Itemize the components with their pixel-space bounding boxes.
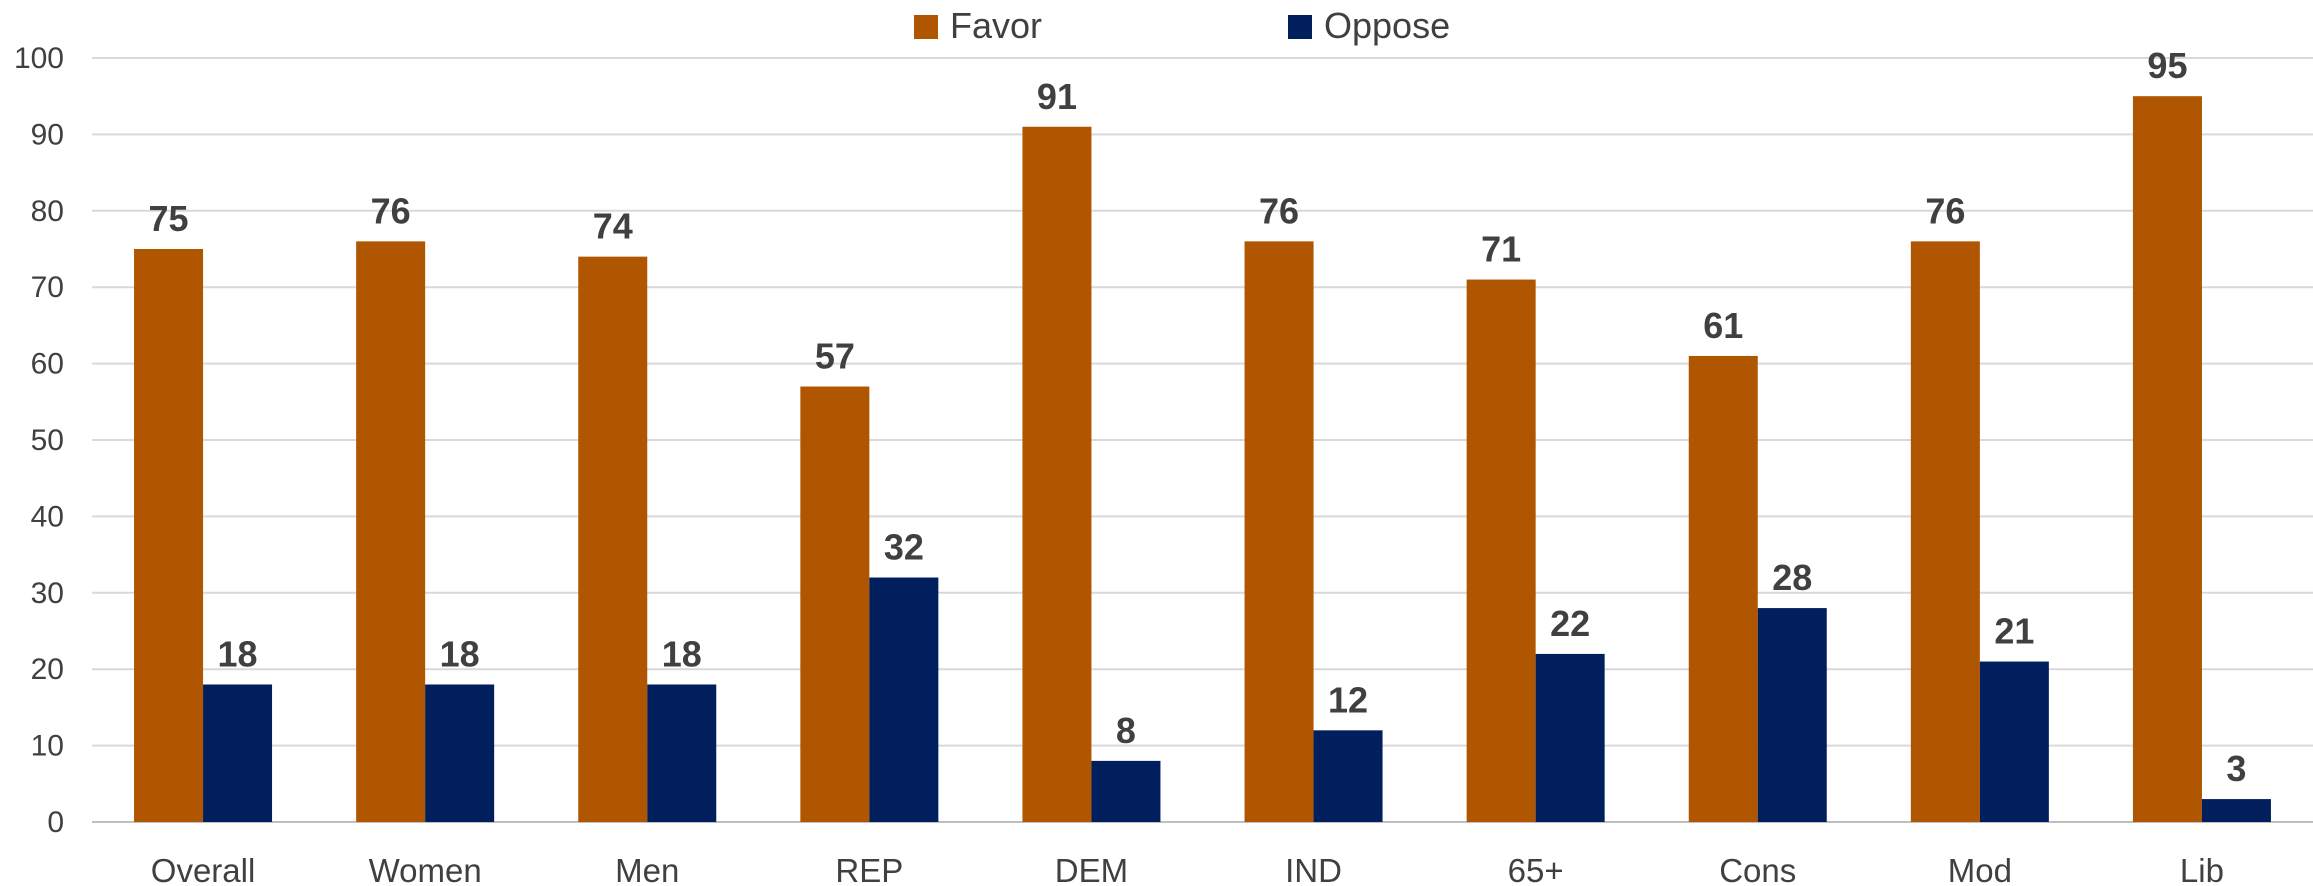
bar-favor-mod [1910, 241, 1980, 823]
x-category-label: Lib [2180, 852, 2224, 886]
data-label-oppose: 3 [2226, 748, 2246, 789]
bar-favor-65 [1466, 279, 1536, 822]
y-tick-label: 40 [31, 500, 64, 533]
data-label-oppose: 8 [1116, 710, 1136, 751]
x-category-label: Mod [1948, 852, 2012, 886]
y-tick-label: 70 [31, 271, 64, 304]
y-tick-label: 0 [47, 806, 64, 839]
data-label-oppose: 32 [884, 527, 924, 568]
bar-oppose-65 [1535, 653, 1605, 822]
legend-label-favor: Favor [950, 5, 1042, 46]
data-label-favor: 76 [1925, 190, 1965, 231]
y-tick-label: 50 [31, 424, 64, 457]
y-tick-label: 20 [31, 653, 64, 686]
bar-oppose-overall [203, 684, 273, 822]
bar-favor-lib [2132, 96, 2202, 822]
x-category-label: Cons [1719, 852, 1796, 886]
data-labels: 75 18 76 18 74 18 57 32 91 8 76 12 71 22 61 28 76 21 95 3 [149, 45, 2247, 789]
data-label-oppose: 18 [218, 633, 258, 674]
data-label-oppose: 28 [1772, 557, 1812, 598]
data-label-favor: 76 [1259, 190, 1299, 231]
x-category-label: 65+ [1508, 852, 1564, 886]
data-label-oppose: 21 [1994, 611, 2034, 652]
bar-favor-men [578, 256, 648, 822]
legend-label-oppose: Oppose [1324, 5, 1450, 46]
bars [134, 96, 2271, 823]
data-label-favor: 61 [1703, 305, 1743, 346]
data-label-oppose: 18 [662, 633, 702, 674]
bar-oppose-dem [1091, 760, 1161, 822]
bar-oppose-mod [1979, 661, 2049, 822]
bar-oppose-ind [1313, 730, 1383, 822]
y-tick-label: 100 [14, 42, 64, 75]
y-axis-ticks: 0 10 20 30 40 50 60 70 80 90 100 [14, 42, 64, 839]
data-label-oppose: 22 [1550, 603, 1590, 644]
data-label-favor: 75 [149, 198, 189, 239]
bar-favor-cons [1688, 355, 1758, 822]
y-tick-label: 60 [31, 348, 64, 381]
bar-favor-ind [1244, 241, 1314, 823]
legend: Favor Oppose [914, 5, 1450, 46]
data-label-favor: 95 [2147, 45, 2187, 86]
data-label-oppose: 18 [440, 633, 480, 674]
bar-oppose-men [647, 684, 717, 822]
x-category-label: REP [835, 852, 903, 886]
x-category-label: Overall [151, 852, 256, 886]
legend-swatch-favor [914, 15, 938, 39]
bar-oppose-cons [1757, 608, 1827, 822]
data-label-oppose: 12 [1328, 679, 1368, 720]
bar-oppose-women [425, 684, 495, 822]
bar-favor-dem [1022, 126, 1092, 822]
data-label-favor: 57 [815, 336, 855, 377]
x-axis-categories: Overall Women Men REP DEM IND 65+ Cons Mod Lib [151, 852, 2224, 886]
y-tick-label: 90 [31, 118, 64, 151]
y-tick-label: 80 [31, 195, 64, 228]
data-label-favor: 76 [371, 190, 411, 231]
data-label-favor: 91 [1037, 76, 1077, 117]
bar-oppose-rep [869, 577, 939, 822]
bar-favor-women [356, 241, 426, 823]
x-category-label: Women [369, 852, 482, 886]
bar-favor-overall [134, 249, 204, 822]
legend-swatch-oppose [1288, 15, 1312, 39]
x-category-label: Men [615, 852, 679, 886]
bar-favor-rep [800, 386, 870, 822]
x-category-label: IND [1285, 852, 1342, 886]
data-label-favor: 71 [1481, 229, 1521, 270]
y-tick-label: 10 [31, 730, 64, 763]
bar-oppose-lib [2201, 799, 2271, 822]
y-tick-label: 30 [31, 577, 64, 610]
x-category-label: DEM [1055, 852, 1128, 886]
data-label-favor: 74 [593, 206, 633, 247]
